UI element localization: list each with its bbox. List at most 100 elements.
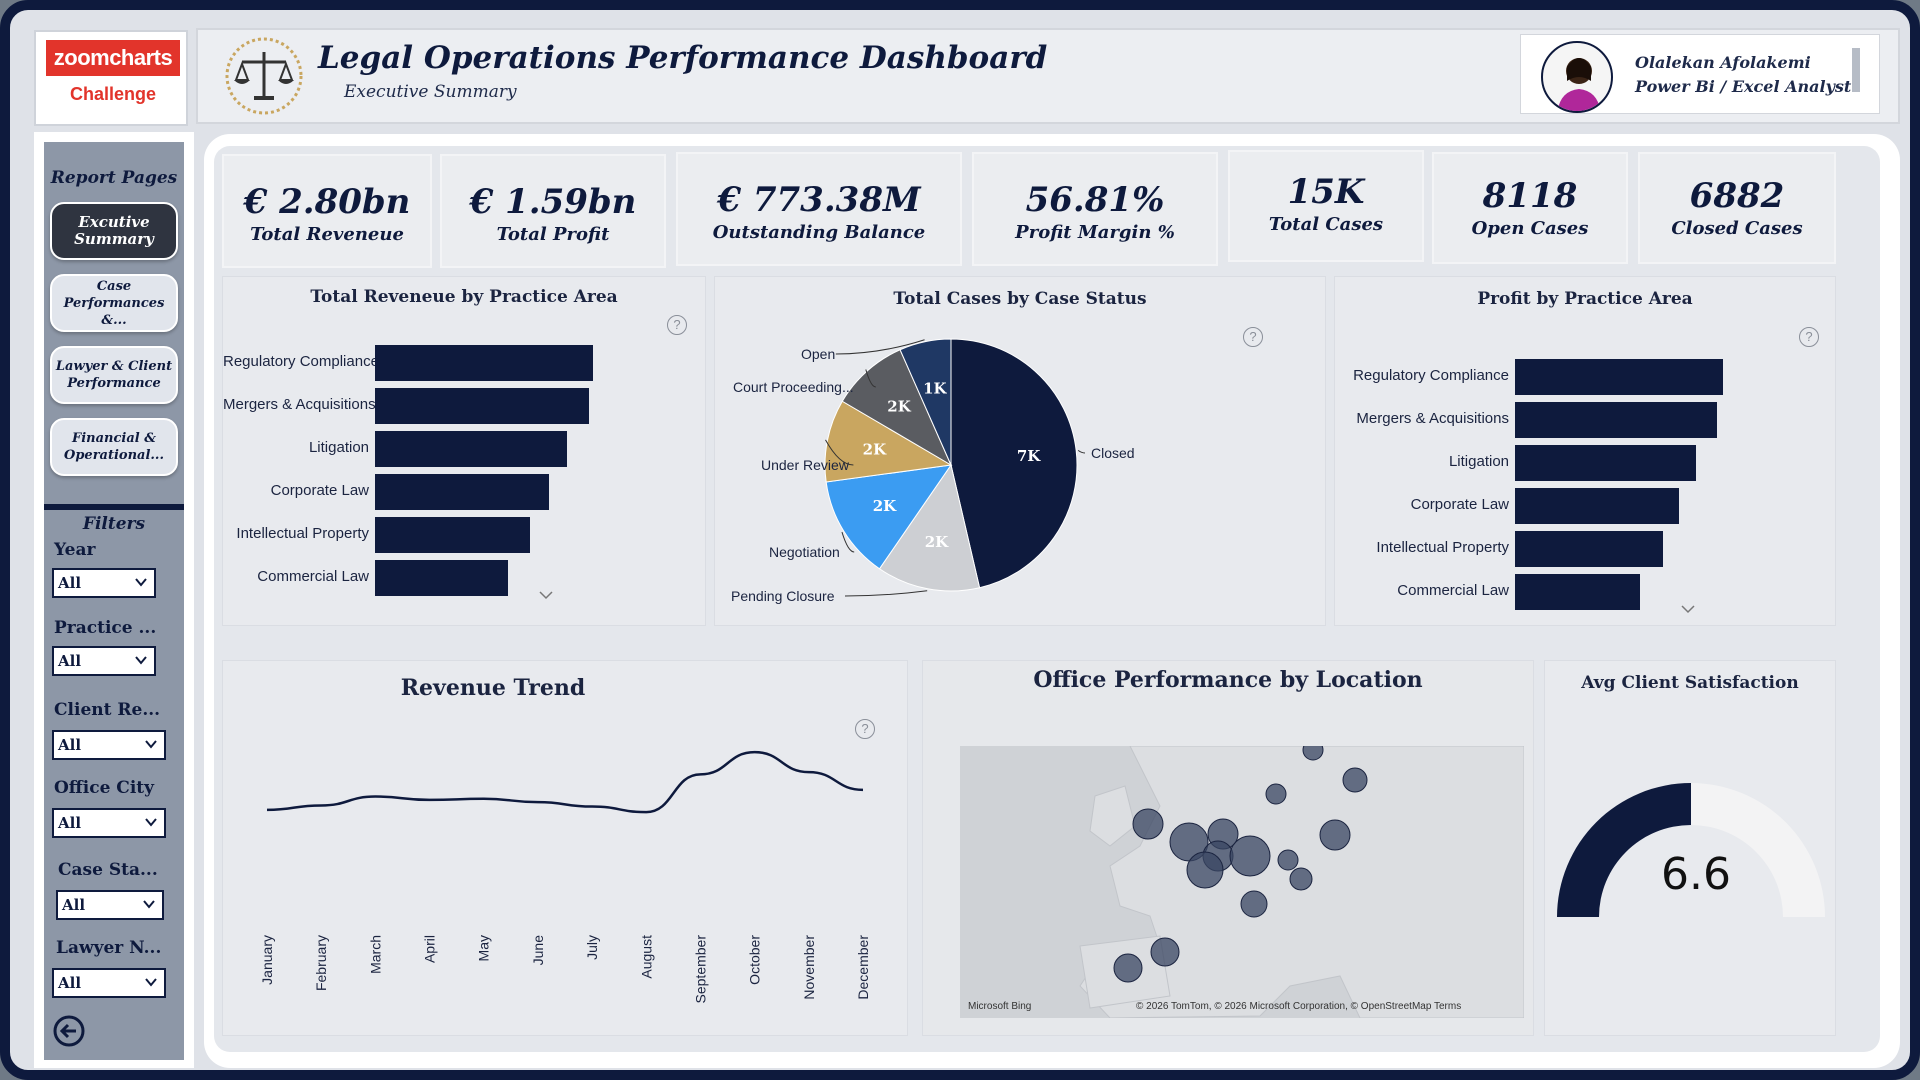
filter-value: All	[62, 896, 86, 914]
logo-top-text: zoomcharts	[46, 40, 180, 76]
x-tick-label: April	[422, 935, 438, 963]
x-tick-label: November	[801, 935, 817, 1000]
pie-chart: 7K Closed 2K Pending Closure 2K Negotiation 2K…	[731, 338, 1135, 604]
back-arrow-icon[interactable]	[52, 1014, 86, 1048]
bar[interactable]	[375, 517, 530, 553]
kpi-profit-margin: 56.81% Profit Margin %	[972, 152, 1218, 266]
x-tick-label: September	[692, 935, 708, 1004]
x-tick-label: January	[259, 935, 275, 985]
nav-financial-operational[interactable]: Financial & Operational...	[50, 418, 178, 476]
kpi-total-cases: 15K Total Cases	[1228, 150, 1424, 262]
avatar	[1541, 41, 1613, 113]
bar[interactable]	[1515, 531, 1663, 567]
kpi-label: Total Cases	[1268, 214, 1384, 235]
pie-leader-line	[844, 590, 928, 597]
bar-label: Corporate Law	[1410, 496, 1509, 513]
pie-slice[interactable]	[825, 464, 953, 570]
gauge-fill	[1557, 783, 1691, 917]
pie-leader-line	[835, 339, 925, 355]
pie-category-label: Open	[801, 346, 835, 362]
trend-line[interactable]	[266, 750, 864, 814]
kpi-value: € 1.59bn	[469, 182, 637, 222]
x-tick-label: May	[476, 935, 492, 961]
kpi-total-profit: € 1.59bn Total Profit	[440, 154, 666, 268]
filter-year-select[interactable]: All	[52, 568, 156, 598]
pie-data-label: 1K	[923, 380, 947, 398]
nav-label: Excutive Summary	[74, 213, 154, 248]
pie-category-label: Closed	[1091, 445, 1135, 461]
pie-data-label: 2K	[925, 533, 949, 551]
pie-slice[interactable]	[878, 463, 981, 592]
bar-label: Commercial Law	[1397, 582, 1509, 599]
nav-case-performances[interactable]: Case Performances &...	[50, 274, 178, 332]
filter-label-lawyer: Lawyer N...	[56, 938, 162, 958]
map-credit-copyright[interactable]: © 2026 TomTom, © 2026 Microsoft Corporat…	[1136, 1001, 1462, 1012]
pie-slice[interactable]	[841, 349, 953, 467]
chevron-down-icon[interactable]	[537, 587, 555, 603]
bar[interactable]	[375, 560, 508, 596]
filter-case-status-select[interactable]: All	[56, 890, 164, 920]
help-icon[interactable]: ?	[1243, 327, 1263, 347]
nav-lawyer-client-performance[interactable]: Lawyer & Client Performance	[50, 346, 178, 404]
help-icon[interactable]: ?	[855, 719, 875, 739]
nav-executive-summary[interactable]: Excutive Summary	[50, 202, 178, 260]
profile-name: Olalekan Afolakemi	[1635, 53, 1811, 72]
filter-practice-select[interactable]: All	[52, 646, 156, 676]
filters-heading: Filters	[82, 514, 146, 534]
chevron-down-icon	[145, 978, 157, 987]
bar[interactable]	[1515, 445, 1696, 481]
europe-map	[960, 746, 1524, 1018]
bar[interactable]	[1515, 402, 1717, 438]
chevron-down-icon	[135, 578, 147, 587]
filter-value: All	[58, 974, 82, 992]
bar[interactable]	[375, 474, 550, 510]
kpi-label: Open Cases	[1471, 218, 1589, 239]
bar[interactable]	[1515, 488, 1680, 524]
kpi-label: Closed Cases	[1671, 218, 1803, 239]
kpi-value: € 773.38M	[717, 180, 921, 220]
kpi-value: 56.81%	[1025, 180, 1165, 220]
bar-label: Litigation	[308, 439, 369, 456]
filter-value: All	[58, 814, 82, 832]
sidebar: Report Pages Excutive Summary Case Perfo…	[34, 132, 194, 1068]
profit-by-practice-card: Profit by Practice Area ? Regulatory Com…	[1334, 276, 1836, 626]
gauge-value: 6.6	[1661, 849, 1731, 900]
line-chart: January February March April May June July Augu…	[259, 750, 871, 1004]
revenue-trend-card: Revenue Trend ? January February March Apri…	[222, 660, 908, 1036]
pie-data-label: 7K	[1017, 447, 1041, 465]
bar-label: Intellectual Property	[236, 525, 369, 542]
kpi-total-revenue: € 2.80bn Total Reveneue	[222, 154, 432, 268]
pie-slice[interactable]	[950, 338, 1078, 589]
bar-label: Commercial Law	[257, 568, 369, 585]
office-map[interactable]: Microsoft Bing © 2026 TomTom, © 2026 Mic…	[960, 746, 1524, 1018]
pie-slice[interactable]	[899, 338, 952, 466]
pie-slice[interactable]	[824, 400, 953, 483]
chart-title: Total Cases by Case Status	[893, 289, 1147, 309]
chevron-down-icon[interactable]	[1679, 601, 1697, 617]
bar-label: Mergers & Acquisitions	[223, 396, 376, 413]
kpi-value: 6882	[1689, 176, 1785, 216]
nav-label: Financial & Operational...	[64, 431, 164, 463]
filter-lawyer-select[interactable]: All	[52, 968, 166, 998]
kpi-label: Outstanding Balance	[712, 222, 926, 243]
pie-category-label: Negotiation	[769, 544, 840, 560]
filter-label-year: Year	[54, 540, 96, 560]
chart-title: Office Performance by Location	[1033, 667, 1423, 693]
bar[interactable]	[375, 388, 589, 424]
filter-office-select[interactable]: All	[52, 808, 166, 838]
filter-label-case-status: Case Sta...	[58, 860, 158, 880]
profile-scrollbar[interactable]	[1852, 48, 1860, 92]
bar[interactable]	[375, 431, 567, 467]
filter-client-select[interactable]: All	[52, 730, 166, 760]
bar-label: Corporate Law	[270, 482, 369, 499]
help-icon[interactable]: ?	[1799, 327, 1819, 347]
kpi-value: 15K	[1287, 172, 1365, 212]
chart-title: Profit by Practice Area	[1477, 289, 1693, 309]
filter-value: All	[58, 574, 82, 592]
kpi-open-cases: 8118 Open Cases	[1432, 152, 1628, 264]
bar[interactable]	[1515, 359, 1723, 395]
help-icon[interactable]: ?	[667, 315, 687, 335]
bar[interactable]	[375, 345, 593, 381]
bar[interactable]	[1515, 574, 1640, 610]
chart-title: Total Reveneue by Practice Area	[310, 287, 618, 307]
